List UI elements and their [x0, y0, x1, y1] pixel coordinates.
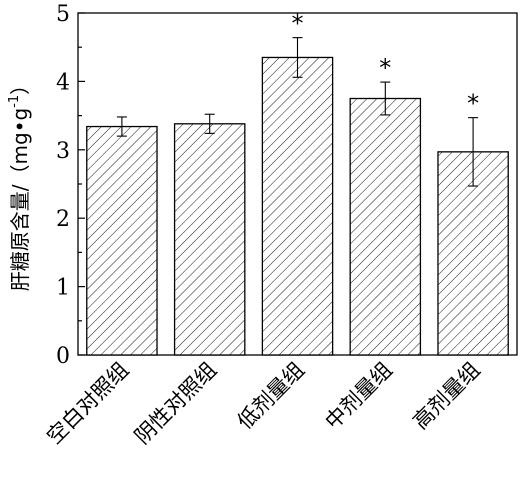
x-category-label: 中剂量组 — [320, 358, 396, 434]
y-tick-label: 3 — [56, 139, 70, 164]
y-tick-label: 4 — [56, 70, 70, 95]
x-category-label: 低剂量组 — [233, 358, 309, 434]
y-axis-label-main: 肝糖原含量/（mg•g — [8, 108, 32, 291]
bars: * * * — [86, 10, 509, 356]
y-axis-label: 肝糖原含量/（mg•g-1） — [7, 75, 32, 291]
y-tick-label: 1 — [56, 276, 70, 301]
bar — [86, 125, 158, 356]
y-axis-label-superscript: -1 — [7, 95, 22, 108]
x-category-label: 阴性对照组 — [130, 358, 221, 449]
bar — [173, 123, 246, 356]
y-tick-label: 0 — [56, 344, 70, 369]
bar — [349, 97, 422, 356]
y-axis-label-close: ） — [8, 75, 32, 95]
significance-marker: * — [379, 54, 391, 82]
y-tick-label: 2 — [56, 207, 70, 232]
significance-marker: * — [467, 90, 479, 118]
bar — [261, 56, 334, 356]
x-category-label: 空白对照组 — [42, 358, 133, 449]
x-category-label: 高剂量组 — [408, 358, 484, 434]
y-axis: 0 1 2 3 4 5 — [56, 2, 85, 369]
significance-marker: * — [292, 10, 304, 38]
y-tick-label: 5 — [56, 2, 70, 27]
